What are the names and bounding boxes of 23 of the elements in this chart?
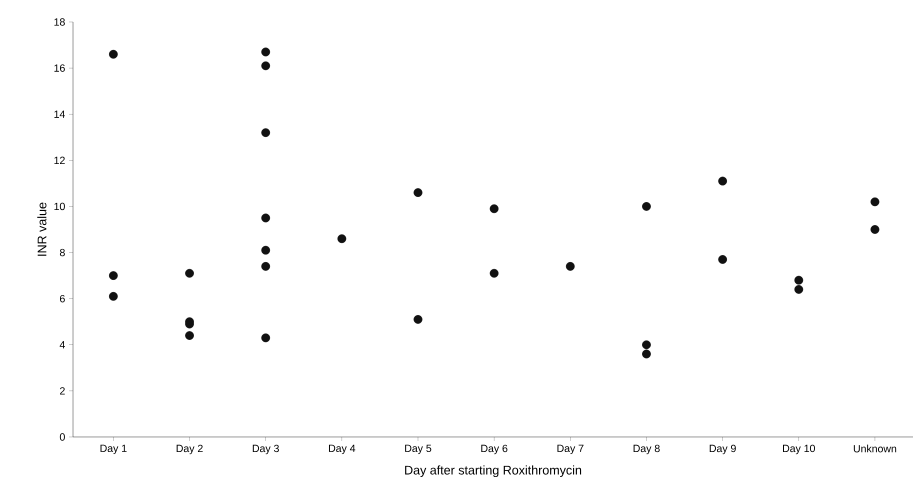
y-axis-title: INR value (37, 202, 46, 256)
x-tick-label: Day 2 (176, 444, 203, 454)
x-tick-label: Day 6 (481, 444, 508, 454)
y-tick-label: 10 (54, 202, 65, 210)
x-tick-label: Day 7 (557, 444, 584, 454)
y-tick-label: 18 (54, 18, 65, 26)
y-tick-label: 14 (54, 110, 65, 118)
x-tick-label: Day 10 (783, 444, 815, 454)
y-tick-label: 12 (54, 156, 65, 164)
x-tick-label: Day 4 (328, 444, 356, 454)
x-axis-title: Day after starting Roxithromycin (405, 465, 582, 478)
x-tick-label: Day 1 (100, 444, 127, 454)
y-tick-label: 6 (60, 294, 65, 302)
x-tick-label: Day 9 (710, 444, 736, 454)
x-tick-label: Unknown (854, 444, 896, 452)
y-tick-label: 0 (60, 433, 65, 441)
x-tick-label: Day 5 (405, 444, 432, 454)
x-tick-label: Day 8 (634, 444, 660, 454)
x-tick-label: Day 3 (252, 444, 279, 454)
y-tick-label: 16 (54, 64, 65, 72)
y-tick-label: 4 (60, 341, 66, 348)
y-tick-label: 2 (60, 387, 65, 395)
y-tick-label: 8 (60, 248, 65, 256)
